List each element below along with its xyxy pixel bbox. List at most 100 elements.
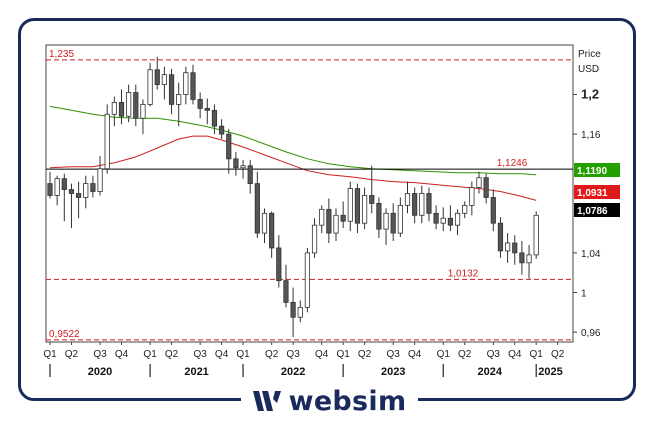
candle-41 [340, 201, 346, 229]
candle-68 [533, 211, 539, 259]
candle-body [412, 193, 418, 216]
candle-body [490, 197, 496, 224]
candle-52 [419, 185, 425, 224]
quarter-label: Q2 [65, 349, 79, 360]
candle-43 [354, 183, 361, 234]
candle-46 [376, 197, 382, 239]
candle-64 [504, 233, 511, 263]
candle-14 [147, 62, 153, 107]
candle-body [204, 107, 210, 111]
candle-body [111, 102, 117, 115]
candle-body [140, 104, 146, 119]
candle-body [340, 214, 346, 222]
candle-37 [311, 218, 318, 258]
candle-body [519, 252, 525, 264]
candle-35 [297, 300, 303, 323]
axis-title: Price [578, 49, 601, 60]
candle-body [512, 242, 518, 254]
candle-61 [483, 173, 489, 204]
candle-body [526, 254, 532, 264]
candle-body [168, 74, 175, 105]
price-tag-1: 1,0931 [574, 185, 620, 199]
candle-39 [326, 198, 332, 243]
candle-48 [390, 203, 396, 242]
moving-averages [49, 105, 537, 201]
candle-7 [97, 155, 103, 196]
candle-body [419, 193, 425, 216]
quarter-label: Q3 [387, 349, 401, 360]
candle-body [290, 301, 296, 318]
quarter-label: Q2 [265, 349, 279, 360]
axis-unit: USD [578, 64, 599, 75]
candle-body [447, 217, 454, 226]
price-tag-0: 1,1190 [574, 163, 620, 177]
year-label: 2022 [281, 366, 305, 378]
candle-body [218, 125, 225, 135]
y-tick-label: 0,96 [581, 328, 601, 339]
quarter-label: Q2 [165, 349, 179, 360]
candle-body [462, 204, 468, 214]
y-tick-label: 1,2 [581, 87, 599, 102]
candle-body [383, 212, 389, 230]
candle-body [226, 133, 232, 160]
candle-body [497, 222, 504, 252]
candles [47, 56, 539, 338]
candle-body [147, 69, 153, 105]
candle-17 [168, 68, 175, 115]
candle-body [369, 195, 375, 204]
candle-21 [197, 92, 203, 119]
quarter-label: Q4 [315, 349, 329, 360]
candle-13 [140, 99, 146, 135]
candle-47 [383, 208, 389, 245]
candle-24 [218, 119, 225, 140]
candle-38 [319, 205, 325, 234]
candle-body [176, 94, 182, 105]
candle-50 [404, 181, 411, 214]
candle-body [126, 92, 132, 117]
candle-11 [126, 84, 132, 123]
candle-18 [176, 82, 182, 127]
candle-body [311, 224, 318, 254]
candle-2 [61, 173, 67, 222]
candle-59 [469, 181, 475, 216]
candle-19 [183, 66, 189, 105]
candle-23 [211, 104, 218, 135]
candle-body [90, 183, 96, 192]
candle-8 [104, 104, 110, 174]
candle-body [276, 247, 282, 282]
candle-body [61, 178, 67, 190]
y-tick-label: 1 [581, 289, 587, 300]
price-tag-label: 1,0786 [577, 206, 608, 217]
quarter-label: Q3 [193, 349, 207, 360]
candle-body [247, 165, 253, 184]
candle-body [190, 72, 196, 100]
quarter-label: Q2 [458, 349, 472, 360]
candle-58 [462, 201, 468, 219]
candle-body [376, 202, 382, 230]
quarter-label: Q3 [93, 349, 107, 360]
quarter-label: Q4 [408, 349, 422, 360]
quarter-label: Q1 [236, 349, 250, 360]
quarter-label: Q1 [43, 349, 57, 360]
candle-body [297, 306, 303, 318]
quarter-label: Q4 [115, 349, 129, 360]
candle-20 [190, 64, 196, 105]
candle-15 [154, 56, 160, 90]
candle-body [197, 99, 203, 109]
quarter-label: Q2 [358, 349, 372, 360]
quarter-label: Q2 [551, 349, 565, 360]
candle-40 [333, 208, 339, 242]
quarter-label: Q4 [215, 349, 229, 360]
candle-27 [240, 159, 246, 179]
candle-31 [269, 211, 275, 258]
brand-name: websim [288, 385, 407, 417]
candle-body [533, 214, 539, 256]
quarter-label: Q1 [437, 349, 451, 360]
candle-55 [440, 207, 446, 232]
candle-53 [426, 187, 432, 222]
candle-body [161, 74, 167, 85]
candle-body [254, 183, 260, 234]
x-axis: Q1 Q2 Q3 Q4 Q1 Q2 Q3 Q4 Q1 Q2 Q3 Q4 Q1 Q2 Q3 Q4 Q1 Q2 Q3 Q4… [43, 342, 565, 378]
candle-54 [433, 205, 439, 230]
candle-25 [226, 129, 232, 174]
